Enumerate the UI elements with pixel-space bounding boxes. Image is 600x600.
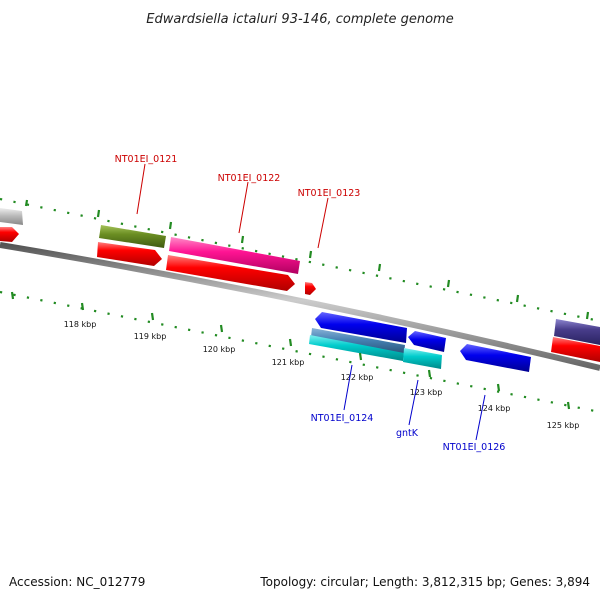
feature-olive (99, 225, 166, 248)
scale-tick-ring: 118 kbp 119 kbp 120 kbp 121 kbp 122 kbp … (0, 290, 600, 430)
forward-major-ticks (24, 199, 590, 320)
scale-label: 124 kbp (478, 404, 511, 413)
cds-arrow-right-edge (551, 337, 600, 362)
gene-label-nt01ei-0122[interactable]: NT01EI_0122 (218, 173, 281, 184)
label-leader (343, 364, 353, 411)
cds-arrow-reverse (315, 312, 407, 343)
scale-label: 120 kbp (203, 345, 236, 354)
feature-slate (554, 319, 600, 345)
genome-backbone (0, 242, 600, 371)
forward-tick-ring (0, 197, 600, 323)
genome-summary-text: Topology: circular; Length: 3,812,315 bp… (260, 575, 590, 589)
scale-label: 121 kbp (272, 358, 305, 367)
cds-arrow (97, 242, 162, 266)
gene-label-nt01ei-0123[interactable]: NT01EI_0123 (298, 188, 361, 199)
gene-label-nt01ei-0121[interactable]: NT01EI_0121 (115, 154, 178, 165)
label-leader (136, 163, 146, 215)
cds-arrow (166, 255, 295, 291)
scale-label: 119 kbp (134, 332, 167, 341)
label-leader (238, 181, 249, 234)
scale-label: 122 kbp (341, 373, 374, 382)
scale-label: 123 kbp (410, 388, 443, 397)
label-leader (317, 197, 329, 249)
scale-major-ticks (10, 291, 571, 410)
forward-feature-row (0, 208, 600, 345)
reverse-feature-row (309, 328, 442, 369)
feature-cyan (403, 348, 442, 369)
feature-magenta (169, 237, 300, 274)
scale-label: 118 kbp (64, 320, 97, 329)
cds-arrow-left-edge (0, 227, 19, 242)
cds-arrow-reverse (408, 331, 446, 352)
forward-gene-labels: NT01EI_0121 NT01EI_0122 NT01EI_0123 (115, 154, 361, 249)
accession-text: Accession: NC_012779 (9, 575, 146, 589)
reverse-gene-labels: NT01EI_0124 gntK NT01EI_0126 (311, 364, 506, 453)
feature-grey (0, 208, 23, 225)
scale-minor-ticks (0, 290, 600, 414)
label-leader (408, 379, 419, 426)
reverse-cds-row (315, 312, 531, 372)
scale-label: 125 kbp (547, 421, 580, 430)
cds-arrow-short (305, 282, 316, 295)
forward-cds-row (0, 227, 600, 362)
map-title: Edwardsiella ictaluri 93-146, complete g… (146, 12, 453, 27)
feature-cyan (309, 335, 404, 361)
gene-label-nt01ei-0124[interactable]: NT01EI_0124 (311, 413, 374, 424)
cds-arrow-reverse (460, 344, 531, 372)
label-leader (475, 394, 486, 441)
feature-steel (311, 328, 405, 354)
gene-label-nt01ei-0126[interactable]: NT01EI_0126 (443, 442, 506, 453)
gene-label-gntk[interactable]: gntK (396, 428, 419, 439)
